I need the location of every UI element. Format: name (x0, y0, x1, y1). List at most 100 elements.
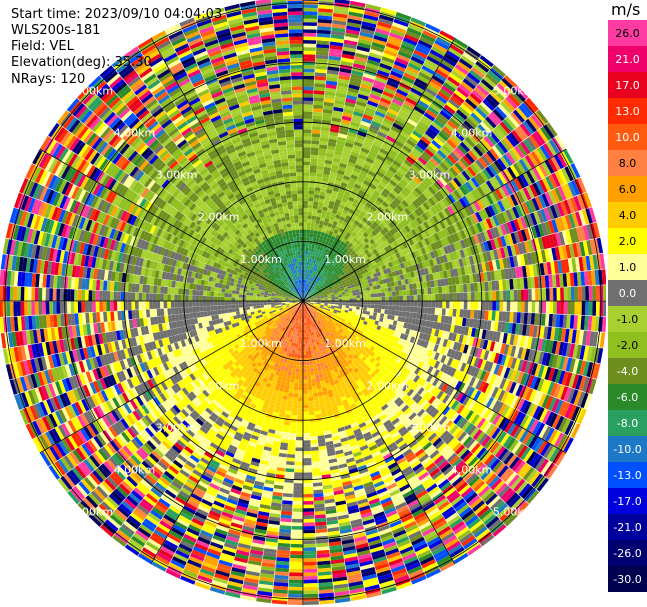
velocity-gate (353, 298, 357, 301)
velocity-gate (305, 276, 307, 280)
velocity-gate (378, 296, 382, 301)
velocity-gate (428, 81, 441, 91)
velocity-gate (313, 259, 317, 264)
velocity-gate (313, 248, 317, 253)
velocity-gate (380, 124, 391, 132)
velocity-gate (380, 144, 391, 153)
velocity-gate (376, 154, 385, 162)
velocity-gate (343, 39, 358, 46)
velocity-gate (329, 44, 343, 51)
velocity-gate (304, 261, 307, 266)
velocity-gate (408, 23, 424, 33)
velocity-gate (369, 147, 379, 155)
velocity-gate (328, 263, 333, 268)
velocity-gate (313, 197, 319, 203)
velocity-gate (309, 233, 314, 238)
velocity-gate (340, 224, 346, 230)
velocity-gate (377, 184, 385, 191)
velocity-gate (303, 104, 313, 109)
velocity-gate (343, 145, 353, 152)
velocity-gate (399, 301, 404, 306)
velocity-gate (492, 301, 497, 311)
velocity-gate (303, 258, 306, 262)
velocity-gate (308, 397, 314, 401)
velocity-gate (380, 309, 385, 314)
velocity-gate (340, 60, 354, 67)
velocity-gate (348, 242, 354, 248)
velocity-gate (322, 268, 327, 272)
velocity-gate (403, 100, 416, 109)
velocity-gate (331, 117, 342, 123)
velocity-gate (362, 310, 367, 315)
velocity-gate (373, 312, 378, 317)
velocity-gate (336, 140, 346, 146)
velocity-gate (394, 60, 408, 69)
velocity-gate (359, 150, 369, 158)
velocity-gate (405, 311, 410, 318)
velocity-gate (393, 95, 405, 104)
velocity-gate (427, 127, 438, 137)
velocity-gate (337, 207, 344, 213)
velocity-gate (307, 292, 311, 296)
velocity-gate (381, 296, 386, 301)
velocity-gate (304, 265, 307, 269)
velocity-gate (347, 131, 357, 138)
velocity-gate (347, 161, 356, 168)
velocity-gate (453, 37, 468, 49)
velocity-gate (303, 247, 306, 251)
velocity-gate (385, 155, 395, 163)
velocity-gate (303, 118, 313, 123)
velocity-gate (311, 457, 320, 462)
velocity-gate (315, 260, 319, 265)
velocity-gate (319, 235, 324, 240)
velocity-gate (413, 289, 418, 295)
velocity-gate (306, 361, 310, 366)
velocity-gate (377, 151, 387, 159)
velocity-gate (392, 122, 403, 131)
velocity-gate (345, 240, 351, 246)
velocity-gate (324, 256, 328, 261)
velocity-gate (354, 104, 366, 111)
velocity-gate (303, 240, 307, 244)
velocity-gate (395, 170, 404, 179)
velocity-gate (310, 147, 319, 152)
velocity-gate (367, 170, 376, 177)
velocity-gate (401, 284, 407, 291)
velocity-gate (359, 170, 368, 177)
velocity-gate (346, 165, 354, 171)
velocity-gate (460, 301, 464, 310)
velocity-gate (303, 72, 315, 76)
velocity-gate (441, 308, 446, 316)
velocity-gate (359, 86, 372, 94)
velocity-gate (327, 267, 332, 272)
velocity-gate (391, 291, 396, 297)
velocity-gate (420, 294, 425, 301)
velocity-gate (360, 301, 364, 305)
velocity-gate (310, 432, 318, 437)
velocity-gate (438, 308, 443, 316)
velocity-gate (318, 257, 322, 262)
velocity-gate (420, 301, 425, 308)
velocity-gate (339, 67, 352, 74)
velocity-gate (348, 84, 360, 91)
velocity-gate (308, 186, 315, 191)
velocity-gate (381, 301, 386, 306)
velocity-gate (306, 365, 311, 369)
velocity-gate (373, 308, 378, 313)
velocity-gate (303, 136, 312, 141)
velocity-gate (416, 141, 427, 151)
velocity-gate (344, 142, 354, 148)
velocity-gate (347, 14, 363, 21)
velocity-gate (402, 103, 414, 112)
velocity-gate (313, 396, 319, 401)
velocity-gate (345, 293, 350, 297)
velocity-gate (403, 37, 418, 46)
velocity-gate (306, 236, 310, 241)
velocity-gate (311, 278, 315, 282)
velocity-gate (506, 301, 511, 312)
velocity-gate (377, 308, 382, 314)
velocity-gate (345, 168, 353, 174)
velocity-gate (391, 305, 396, 311)
velocity-gate (303, 243, 306, 248)
velocity-gate (382, 52, 396, 61)
